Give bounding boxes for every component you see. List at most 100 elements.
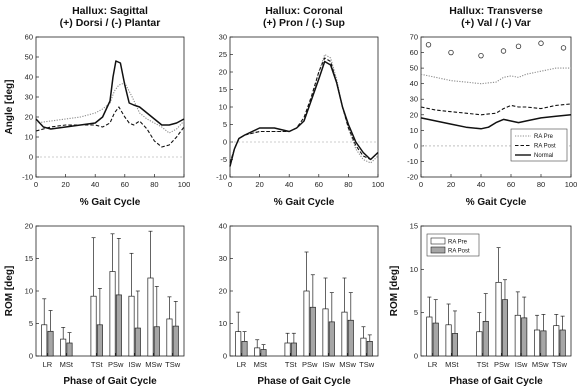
chart-title: (+) Pron / (-) Sup [263, 17, 345, 29]
data-point [478, 52, 484, 59]
category-label: ISw [515, 360, 528, 369]
y-tick-label: -10 [22, 173, 33, 182]
chart-title: Hallux: Transverse [449, 5, 543, 17]
x-tick-label: 20 [447, 180, 455, 189]
chart-3: Hallux: Transverse(+) Val / (-) Var -20 -1… [407, 5, 577, 208]
legend-label: RA Pre [534, 134, 554, 140]
y-tick-label: 20 [25, 113, 33, 122]
bar-1 [60, 338, 67, 357]
x-axis-label: Phase of Gait Cycle [449, 376, 543, 387]
bar-1 [147, 277, 154, 357]
category-label: PSw [108, 360, 124, 369]
y-tick-label: 15 [219, 85, 227, 94]
category-label: TSt [285, 360, 298, 369]
x-axis-label: Phase of Gait Cycle [257, 376, 351, 387]
x-axis-label: % Gait Cycle [274, 197, 335, 208]
y-tick-label: 20 [25, 222, 33, 231]
plot-frame [229, 36, 379, 178]
category-label: PSw [494, 360, 510, 369]
chart-1: Hallux: Sagittal(+) Dorsi / (-) Plantar -… [4, 5, 190, 208]
series-line-2 [229, 57, 379, 164]
category-label: MSt [254, 360, 268, 369]
bar-2 [172, 325, 179, 357]
y-tick-label: 20 [410, 110, 418, 119]
bar-1 [553, 325, 560, 357]
y-tick-label: 60 [410, 48, 418, 57]
x-axis-label: Phase of Gait Cycle [63, 376, 157, 387]
x-tick-label: 40 [285, 180, 293, 189]
x-axis-label: % Gait Cycle [80, 197, 141, 208]
legend: RA Pre RA Post Normal [510, 128, 568, 162]
bar-2 [134, 327, 141, 357]
bar-2 [309, 306, 316, 357]
category-label: ISw [322, 360, 335, 369]
bar-1 [426, 316, 433, 357]
bar-1 [109, 271, 116, 357]
x-tick-label: 60 [507, 180, 515, 189]
y-tick-label: 40 [410, 79, 418, 88]
bar-1 [235, 331, 242, 357]
y-tick-label: 0 [414, 352, 418, 361]
legend-swatch [430, 246, 446, 254]
bar-2 [241, 341, 248, 357]
bar-1 [284, 342, 291, 357]
series-line-1 [229, 53, 379, 164]
category-label: TSw [552, 360, 568, 369]
y-tick-label: 0 [223, 352, 227, 361]
x-tick-label: 60 [315, 180, 323, 189]
y-tick-label: 25 [219, 50, 227, 59]
bar-1 [90, 295, 97, 357]
y-tick-label: 0 [29, 352, 33, 361]
legend-label: Normal [534, 153, 553, 159]
y-tick-label: 5 [29, 319, 33, 328]
chart-title: Hallux: Coronal [265, 5, 343, 17]
y-tick-label: 70 [410, 33, 418, 42]
x-tick-label: 20 [61, 180, 69, 189]
y-tick-label: 15 [25, 254, 33, 263]
bar-1 [495, 281, 502, 357]
x-tick-label: 60 [121, 180, 129, 189]
y-tick-label: 30 [25, 93, 33, 102]
y-tick-label: 20 [219, 287, 227, 296]
data-point [560, 45, 567, 51]
data-point [538, 40, 544, 46]
bar-2 [47, 330, 54, 357]
legend-label: RA Pre [448, 240, 468, 246]
bar-2 [96, 324, 103, 357]
y-axis-label: Angle [deg] [4, 80, 15, 135]
bar-1 [41, 324, 48, 357]
chart-4: 0 5 10 15 20 ROM [deg] Phase of Gait Cycle LR MS… [4, 222, 185, 387]
series-line-3 [229, 60, 379, 167]
series-line-1 [35, 82, 185, 134]
bar-1 [254, 347, 261, 357]
y-tick-label: 10 [219, 319, 227, 328]
y-tick-label: 10 [410, 265, 418, 274]
category-label: TSw [359, 360, 375, 369]
y-tick-label: 10 [219, 103, 227, 112]
bar-1 [445, 324, 452, 357]
bar-2 [451, 333, 459, 357]
bar-1 [166, 318, 173, 357]
bar-1 [128, 295, 135, 357]
bar-1 [322, 308, 329, 357]
bar-1 [341, 311, 348, 357]
y-tick-label: 20 [219, 68, 227, 77]
category-label: MSw [145, 360, 162, 369]
y-tick-label: 5 [223, 120, 227, 129]
series-line-2 [420, 103, 572, 116]
category-label: PSw [302, 360, 318, 369]
legend: RA Pre RA Post [426, 233, 480, 257]
x-tick-label: 20 [255, 180, 263, 189]
bar-2 [432, 322, 439, 357]
y-tick-label: 10 [410, 126, 418, 135]
category-label: TSt [91, 360, 104, 369]
x-tick-label: 40 [91, 180, 99, 189]
category-label: MSw [339, 360, 356, 369]
category-label: MSt [445, 360, 459, 369]
y-tick-label: 30 [219, 33, 227, 42]
category-label: LR [237, 360, 247, 369]
chart-title: Hallux: Sagittal [72, 5, 148, 17]
bar-1 [533, 329, 541, 357]
y-tick-label: 40 [219, 222, 227, 231]
y-tick-label: 30 [410, 95, 418, 104]
